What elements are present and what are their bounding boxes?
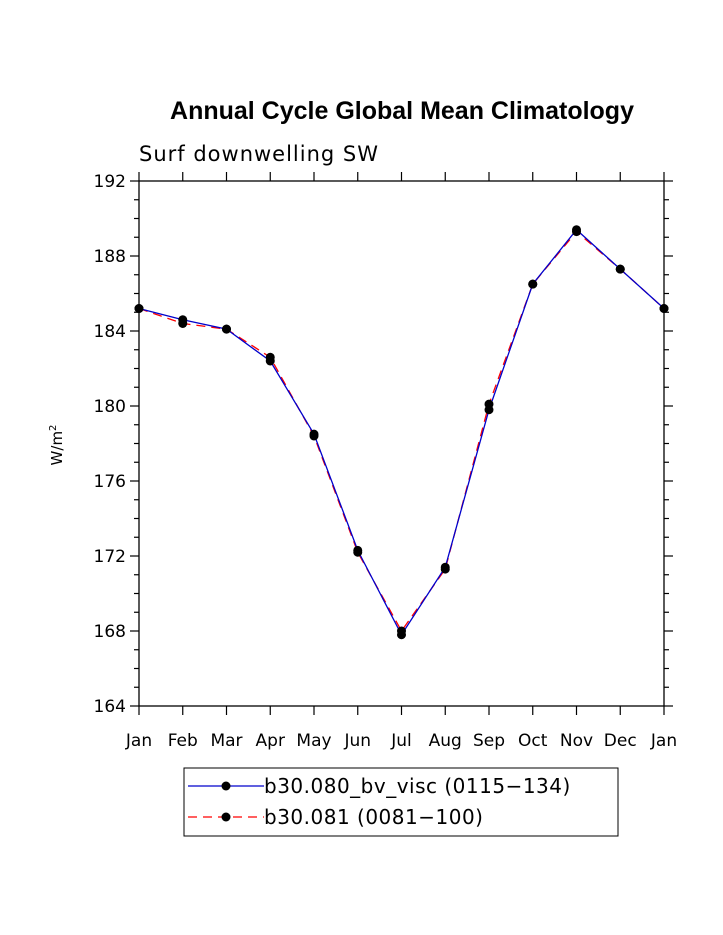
x-tick-label: Mar: [210, 731, 242, 751]
series-1-point: [659, 304, 669, 313]
series-1-point: [134, 304, 144, 313]
x-tick-label: Nov: [560, 731, 593, 751]
chart-title: Annual Cycle Global Mean Climatology: [170, 97, 634, 125]
y-axis-label: W/m2: [48, 425, 66, 466]
chart-subtitle: Surf downwelling SW: [139, 142, 379, 166]
x-tick-label: Aug: [429, 731, 462, 751]
x-tick-label: Jan: [125, 731, 152, 751]
x-tick-label: Apr: [256, 731, 285, 751]
legend-marker-series-1: [221, 781, 231, 791]
x-tick-label: Feb: [168, 731, 198, 751]
y-tick-label: 168: [94, 622, 126, 642]
series-1-point: [397, 630, 406, 640]
y-tick-label: 172: [94, 547, 126, 567]
x-tick-label: Jul: [390, 731, 412, 751]
x-tick-label: Sep: [473, 731, 505, 751]
series-1-point: [484, 405, 494, 415]
series-layer: [134, 225, 669, 640]
y-tick-label: 176: [94, 472, 126, 492]
y-axis-label-text: W/m: [48, 431, 66, 466]
series-1-point: [265, 356, 275, 366]
x-tick-label: Jun: [343, 731, 371, 751]
series-1-point: [572, 225, 581, 235]
y-tick-label: 184: [94, 322, 126, 342]
series-line-2: [138, 230, 665, 633]
y-axis-label-exponent: 2: [48, 425, 59, 431]
x-tick-label: May: [296, 731, 331, 751]
series-line-1: [138, 228, 665, 637]
series-1-point: [440, 562, 450, 572]
series-1-point: [615, 264, 625, 274]
y-axis-ticks: 164 168 172 176 180 184 188 192: [94, 172, 673, 717]
series-1-point: [222, 324, 231, 334]
series-1-point: [353, 545, 363, 555]
y-tick-label: 164: [94, 697, 126, 717]
y-tick-label: 180: [94, 397, 126, 417]
x-tick-label: Dec: [604, 731, 637, 751]
y-tick-label: 188: [94, 247, 126, 267]
x-axis-ticks: Jan Feb Mar Apr May Jun Jul Aug Sep Oct Nov Dec Jan: [125, 172, 677, 751]
legend-label-series-2: b30.081 (0081−100): [264, 805, 483, 829]
y-tick-label: 192: [94, 172, 126, 192]
legend: b30.080_bv_visc (0115−134) b30.081 (0081…: [183, 767, 619, 837]
series-1-point: [528, 279, 538, 289]
x-tick-label: Oct: [518, 731, 548, 751]
x-tick-label: Jan: [650, 731, 677, 751]
legend-label-series-1: b30.080_bv_visc (0115−134): [264, 774, 571, 798]
legend-box: [183, 767, 619, 837]
series-1-point: [178, 315, 188, 325]
series-1-point: [309, 429, 319, 439]
legend-marker-series-2: [221, 812, 231, 822]
